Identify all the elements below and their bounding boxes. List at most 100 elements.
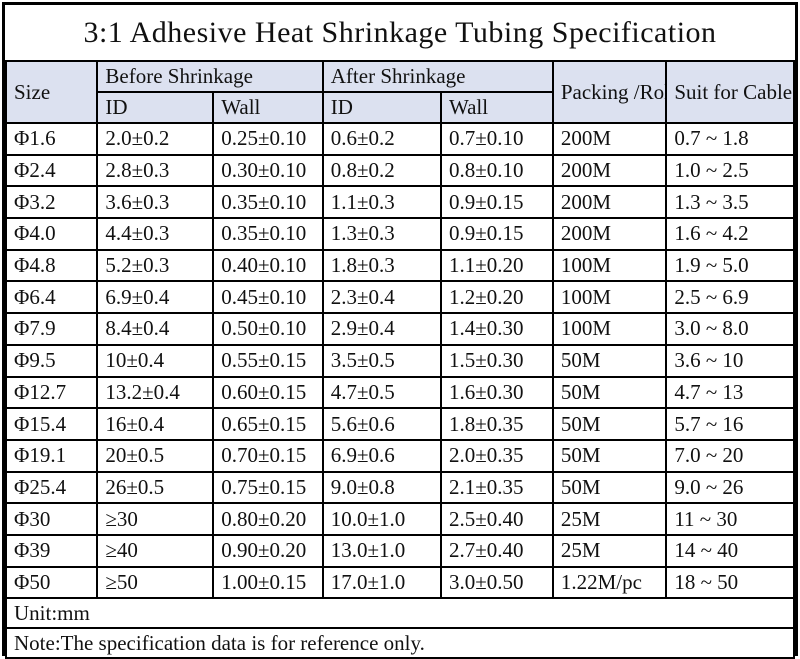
cell-packing: 25M [551, 533, 668, 568]
cell-after-wall: 0.9±0.15 [439, 185, 554, 220]
cell-cable-diameter: 3.6 ~ 10 [665, 343, 795, 378]
cell-cable-diameter: 1.0 ~ 2.5 [665, 153, 795, 188]
cell-before-wall: 0.55±0.15 [212, 343, 324, 378]
cell-before-id: 20±0.5 [96, 438, 215, 473]
cell-size: Φ39 [4, 533, 99, 568]
cell-packing: 50M [551, 343, 668, 378]
cell-size: Φ6.4 [4, 280, 99, 315]
cell-after-wall: 2.1±0.35 [439, 470, 554, 505]
cell-size: Φ2.4 [4, 153, 99, 188]
page-title: 3:1 Adhesive Heat Shrinkage Tubing Speci… [5, 5, 795, 60]
cell-packing: 25M [551, 502, 668, 536]
spec-table-footer: Unit:mm Note:The specification data is f… [5, 597, 795, 659]
cell-cable-diameter: 11 ~ 30 [665, 502, 795, 536]
unit-label: Unit:mm [5, 597, 795, 630]
cell-size: Φ25.4 [4, 470, 99, 505]
cell-size: Φ15.4 [4, 407, 99, 441]
table-row: Φ9.5 10±0.4 0.55±0.15 3.5±0.5 1.5±0.30 5… [4, 343, 795, 378]
cell-size: Φ12.7 [4, 375, 99, 410]
cell-after-id: 0.6±0.2 [321, 122, 442, 156]
cell-packing: 100M [551, 248, 668, 283]
cell-after-wall: 1.2±0.20 [439, 280, 554, 315]
cell-before-wall: 1.00±0.15 [212, 565, 324, 600]
cell-cable-diameter: 1.3 ~ 3.5 [665, 185, 795, 220]
cell-packing: 200M [551, 217, 668, 251]
cell-before-wall: 0.25±0.10 [212, 122, 324, 156]
header-size: Size [4, 60, 99, 124]
cell-before-wall: 0.65±0.15 [212, 407, 324, 441]
spec-table: Size Before Shrinkage After Shrinkage Pa… [4, 60, 795, 659]
cell-size: Φ9.5 [4, 343, 99, 378]
cell-packing: 1.22M/pc [551, 565, 668, 600]
cell-after-id: 2.9±0.4 [321, 312, 442, 346]
cell-size: Φ19.1 [4, 438, 99, 473]
cell-before-id: 2.8±0.3 [96, 153, 215, 188]
cell-before-wall: 0.35±0.10 [212, 185, 324, 220]
cell-before-id: 6.9±0.4 [96, 280, 215, 315]
cell-before-id: 10±0.4 [96, 343, 215, 378]
header-after-shrinkage: After Shrinkage [321, 60, 554, 93]
cell-after-wall: 1.5±0.30 [439, 343, 554, 378]
cell-after-wall: 2.5±0.40 [439, 502, 554, 536]
cell-size: Φ4.8 [4, 248, 99, 283]
cell-before-wall: 0.90±0.20 [212, 533, 324, 568]
cell-after-id: 10.0±1.0 [321, 502, 442, 536]
cell-before-wall: 0.60±0.15 [212, 375, 324, 410]
header-before-shrinkage: Before Shrinkage [96, 60, 324, 93]
cell-after-wall: 1.8±0.35 [439, 407, 554, 441]
cell-after-id: 1.1±0.3 [321, 185, 442, 220]
cell-cable-diameter: 5.7 ~ 16 [665, 407, 795, 441]
cell-before-wall: 0.45±0.10 [212, 280, 324, 315]
cell-cable-diameter: 1.9 ~ 5.0 [665, 248, 795, 283]
cell-before-id: 26±0.5 [96, 470, 215, 505]
cell-packing: 100M [551, 312, 668, 346]
cell-packing: 50M [551, 470, 668, 505]
cell-before-wall: 0.40±0.10 [212, 248, 324, 283]
header-row-sub: ID Wall ID Wall [6, 91, 794, 124]
table-row: Φ50 ≥50 1.00±0.15 17.0±1.0 3.0±0.50 1.22… [4, 565, 795, 600]
unit-row: Unit:mm [5, 597, 795, 630]
cell-size: Φ3.2 [4, 185, 99, 220]
cell-after-wall: 2.7±0.40 [439, 533, 554, 568]
cell-packing: 100M [551, 280, 668, 315]
table-row: Φ1.6 2.0±0.2 0.25±0.10 0.6±0.2 0.7±0.10 … [4, 122, 795, 156]
cell-cable-diameter: 18 ~ 50 [665, 565, 795, 600]
cell-after-id: 3.5±0.5 [321, 343, 442, 378]
cell-after-id: 17.0±1.0 [321, 565, 442, 600]
header-before-wall: Wall [212, 91, 324, 124]
cell-cable-diameter: 9.0 ~ 26 [665, 470, 795, 505]
cell-before-id: 3.6±0.3 [96, 185, 215, 220]
cell-packing: 200M [551, 122, 668, 156]
cell-cable-diameter: 14 ~ 40 [665, 533, 795, 568]
table-row: Φ30 ≥30 0.80±0.20 10.0±1.0 2.5±0.40 25M … [4, 502, 795, 536]
header-row-groups: Size Before Shrinkage After Shrinkage Pa… [4, 60, 795, 124]
header-packing-roll: Packing /Roll [551, 60, 668, 124]
table-row: Φ39 ≥40 0.90±0.20 13.0±1.0 2.7±0.40 25M … [4, 533, 795, 568]
table-row: Φ3.2 3.6±0.3 0.35±0.10 1.1±0.3 0.9±0.15 … [4, 185, 795, 220]
table-row: Φ12.7 13.2±0.4 0.60±0.15 4.7±0.5 1.6±0.3… [4, 375, 795, 410]
cell-before-id: 2.0±0.2 [96, 122, 215, 156]
cell-packing: 50M [551, 438, 668, 473]
cell-before-id: 16±0.4 [96, 407, 215, 441]
cell-before-id: 8.4±0.4 [96, 312, 215, 346]
cell-packing: 200M [551, 153, 668, 188]
cell-after-id: 6.9±0.6 [321, 438, 442, 473]
cell-after-wall: 1.1±0.20 [439, 248, 554, 283]
cell-before-id: ≥50 [96, 565, 215, 600]
cell-before-id: ≥40 [96, 533, 215, 568]
cell-size: Φ7.9 [4, 312, 99, 346]
table-row: Φ15.4 16±0.4 0.65±0.15 5.6±0.6 1.8±0.35 … [4, 407, 795, 441]
cell-after-id: 1.3±0.3 [321, 217, 442, 251]
header-after-wall: Wall [439, 91, 554, 124]
cell-before-wall: 0.30±0.10 [212, 153, 324, 188]
cell-after-wall: 2.0±0.35 [439, 438, 554, 473]
table-row: Φ4.0 4.4±0.3 0.35±0.10 1.3±0.3 0.9±0.15 … [4, 217, 795, 251]
table-row: Φ19.1 20±0.5 0.70±0.15 6.9±0.6 2.0±0.35 … [4, 438, 795, 473]
cell-cable-diameter: 1.6 ~ 4.2 [665, 217, 795, 251]
cell-after-wall: 0.7±0.10 [439, 122, 554, 156]
cell-cable-diameter: 2.5 ~ 6.9 [665, 280, 795, 315]
cell-before-id: ≥30 [96, 502, 215, 536]
cell-after-wall: 1.6±0.30 [439, 375, 554, 410]
cell-cable-diameter: 0.7 ~ 1.8 [665, 122, 795, 156]
cell-size: Φ30 [4, 502, 99, 536]
